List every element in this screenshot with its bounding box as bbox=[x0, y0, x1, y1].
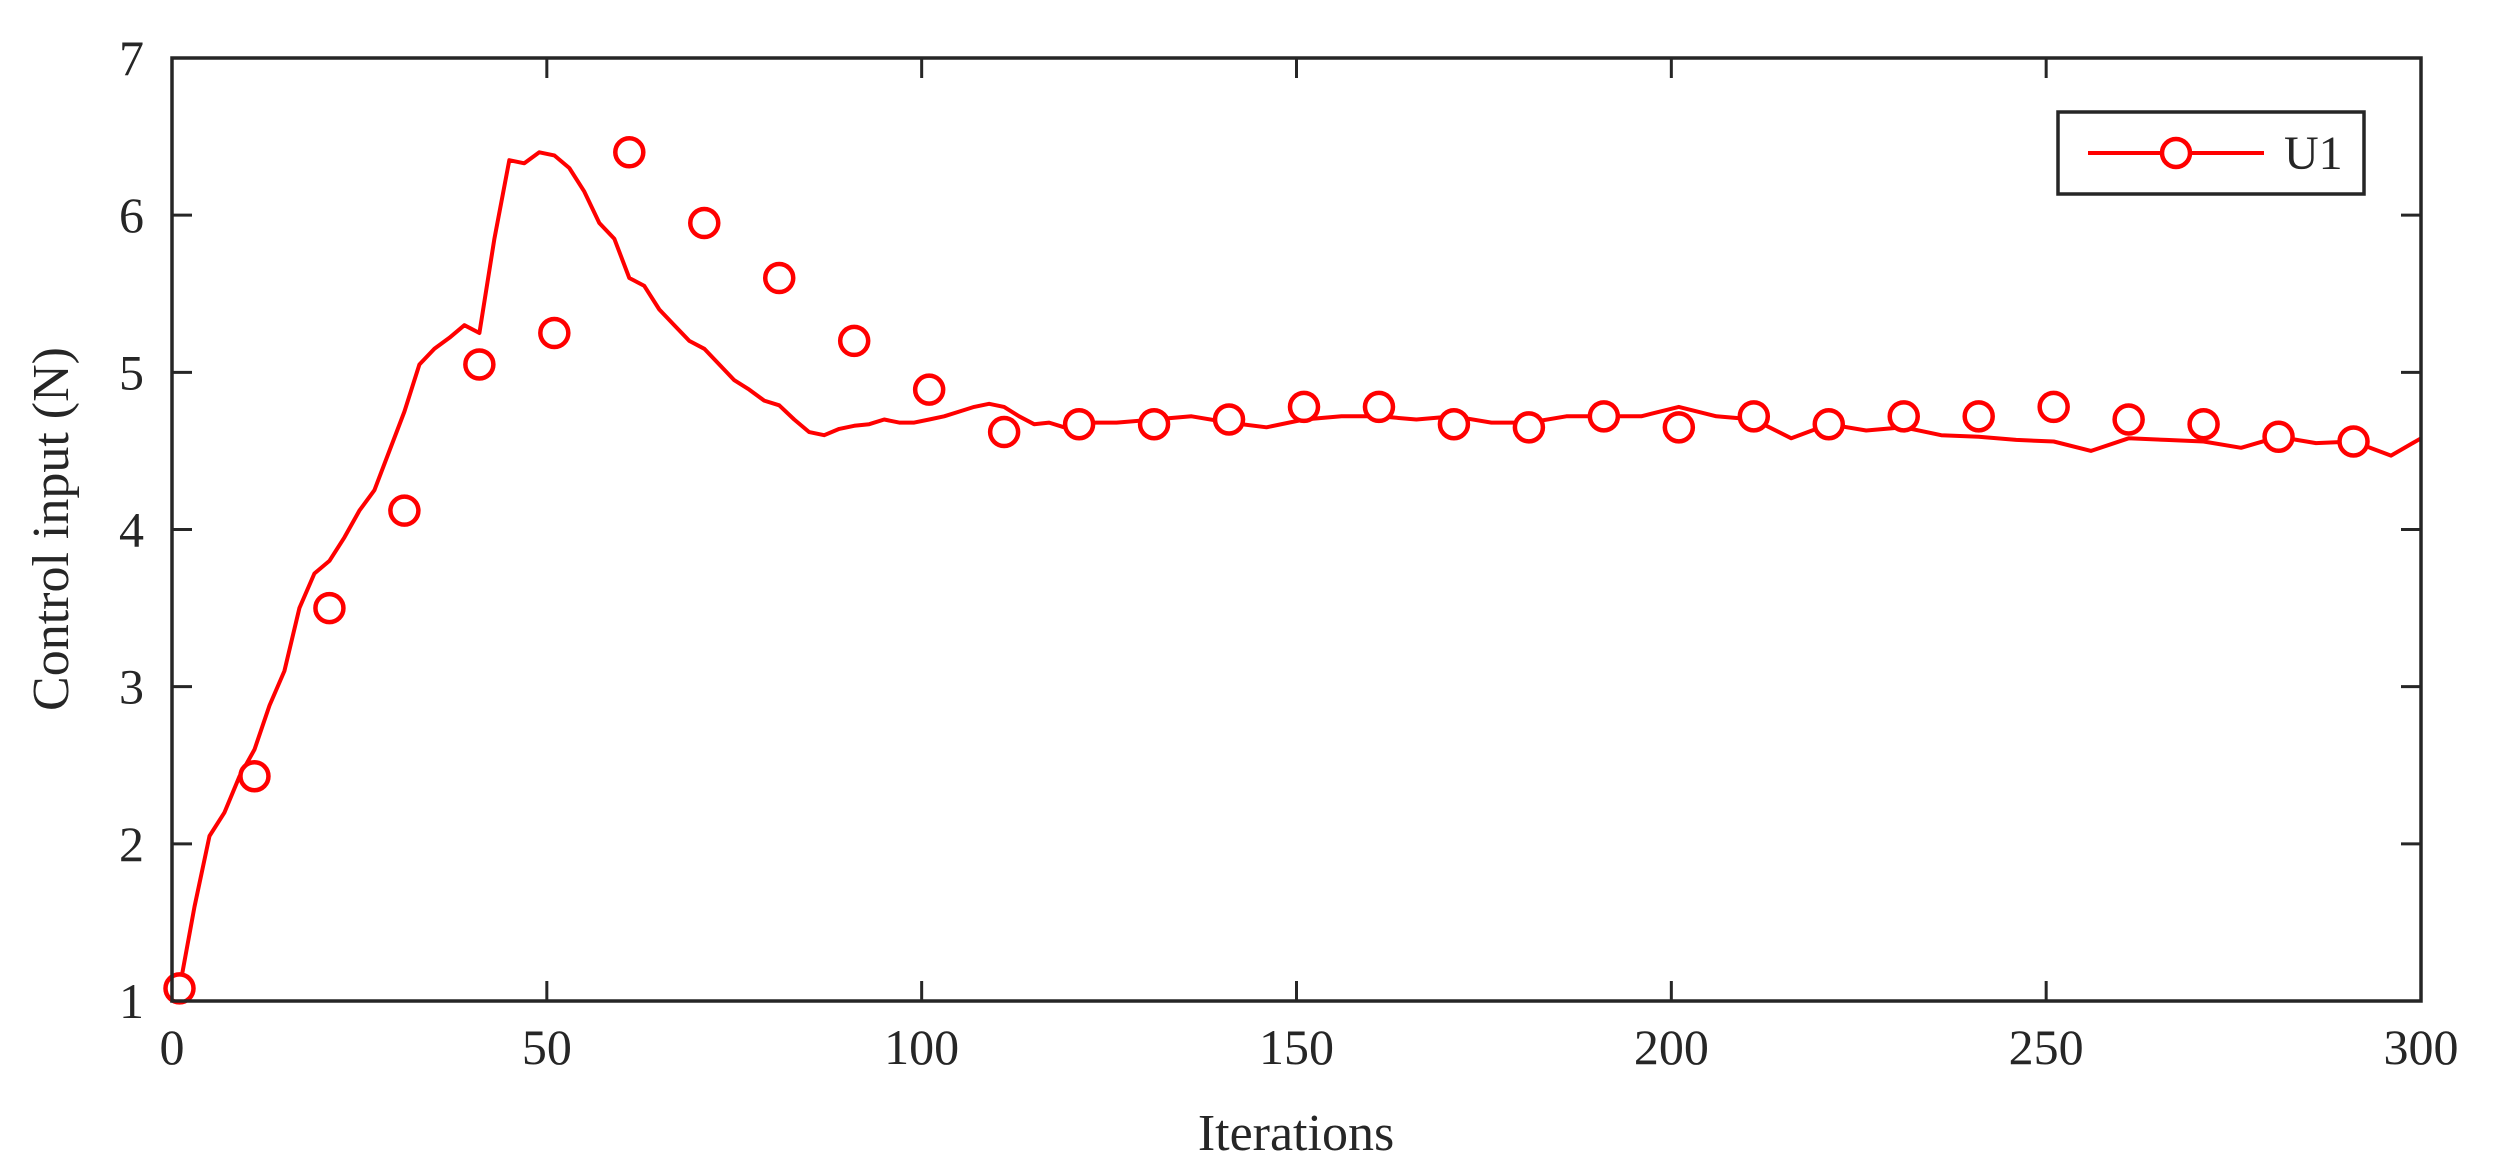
x-tick-label: 50 bbox=[522, 1019, 572, 1075]
data-point bbox=[1212, 403, 1246, 436]
data-point bbox=[463, 348, 496, 381]
data-point bbox=[912, 373, 946, 406]
y-axis-title: Control input (N) bbox=[23, 347, 80, 711]
y-tick-label: 3 bbox=[119, 659, 144, 715]
data-point bbox=[163, 972, 196, 1005]
y-tick-label: 6 bbox=[119, 187, 144, 243]
y-tick-label: 5 bbox=[119, 344, 144, 400]
data-point bbox=[1512, 411, 1546, 444]
data-point bbox=[1062, 407, 1096, 441]
x-tick-label: 300 bbox=[2384, 1019, 2459, 1075]
legend: U1 bbox=[2056, 110, 2366, 196]
data-point bbox=[1362, 390, 1396, 424]
data-point bbox=[1887, 400, 1920, 433]
x-tick-label: 0 bbox=[160, 1019, 185, 1075]
data-point bbox=[613, 136, 646, 169]
data-point bbox=[1812, 407, 1846, 441]
data-point bbox=[1287, 390, 1321, 424]
x-tick-label: 200 bbox=[1634, 1019, 1709, 1075]
data-point bbox=[2037, 390, 2070, 424]
data-point bbox=[762, 261, 796, 295]
tick-labels: 0 50 100 150 200 250 300 1 2 3 4 5 6 7 bbox=[119, 30, 2459, 1075]
data-point bbox=[1437, 407, 1471, 441]
y-tick-label: 1 bbox=[119, 973, 144, 1029]
data-point bbox=[837, 324, 871, 358]
x-tick-label: 150 bbox=[1259, 1019, 1334, 1075]
data-point bbox=[2262, 420, 2295, 454]
data-point bbox=[238, 760, 271, 793]
x-axis-title: Iterations bbox=[1198, 1105, 1394, 1162]
series-group bbox=[163, 136, 2422, 1005]
y-tick-label: 7 bbox=[119, 30, 144, 86]
data-point bbox=[2337, 425, 2370, 458]
x-tick-label: 250 bbox=[2009, 1019, 2084, 1075]
data-point bbox=[538, 316, 571, 350]
data-point bbox=[388, 494, 421, 527]
legend-marker-u1 bbox=[2159, 136, 2193, 170]
legend-label-u1: U1 bbox=[2284, 127, 2343, 180]
data-point bbox=[1137, 407, 1171, 441]
y-tick-label: 2 bbox=[119, 816, 144, 872]
data-point bbox=[1662, 411, 1696, 444]
data-point bbox=[313, 591, 346, 625]
data-point bbox=[1587, 400, 1621, 433]
data-point bbox=[2112, 403, 2145, 436]
y-tick-label: 4 bbox=[119, 502, 144, 558]
data-point bbox=[987, 415, 1021, 449]
plot-area-background bbox=[172, 58, 2421, 1001]
data-point bbox=[2187, 407, 2220, 441]
axes-box bbox=[170, 56, 2423, 1003]
data-point bbox=[1737, 400, 1771, 433]
x-tick-label: 100 bbox=[884, 1019, 959, 1075]
data-point bbox=[1962, 400, 1995, 433]
data-point bbox=[688, 206, 721, 240]
